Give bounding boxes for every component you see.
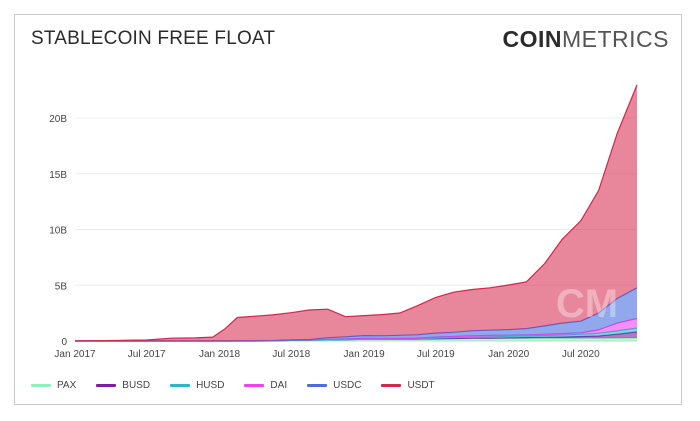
legend: PAX BUSD HUSD DAI USDC USDT: [31, 380, 435, 391]
legend-item-usdt[interactable]: USDT: [381, 380, 435, 391]
coinmetrics-logo: COINMETRICS: [503, 26, 670, 53]
y-tick-label: 0: [61, 337, 67, 348]
y-tick-label: 5B: [55, 281, 68, 292]
logo-light-text: METRICS: [562, 26, 669, 52]
legend-label: BUSD: [122, 380, 151, 391]
x-tick-label: Jul 2020: [562, 349, 600, 360]
x-tick-label: Jan 2019: [344, 349, 386, 360]
x-tick-label: Jan 2018: [199, 349, 241, 360]
area-usdt: [75, 84, 637, 342]
watermark: CM: [556, 282, 618, 326]
x-tick-label: Jul 2017: [128, 349, 166, 360]
series-line-usdt: [74, 84, 638, 342]
area-husd: [75, 328, 637, 341]
legend-label: DAI: [270, 380, 288, 391]
legend-swatch: [381, 384, 402, 387]
chart-panel: STABLECOIN FREE FLOAT COINMETRICS 0 5B 10B…: [14, 14, 682, 405]
legend-swatch: [170, 384, 191, 387]
x-tick-label: Jan 2017: [54, 349, 96, 360]
legend-swatch: [244, 384, 265, 387]
legend-swatch: [96, 384, 117, 387]
legend-item-husd[interactable]: HUSD: [170, 380, 224, 391]
legend-item-dai[interactable]: DAI: [244, 380, 287, 391]
logo-bold-text: COIN: [502, 26, 562, 52]
stacked-area-chart: 0 5B 10B 15B 20B Jan 2017 Jul 2017 Jan 2018 Jul …: [49, 84, 638, 360]
legend-swatch: [307, 384, 328, 387]
legend-swatch: [31, 384, 51, 387]
x-tick-label: Jan 2020: [488, 349, 530, 360]
chart-title: STABLECOIN FREE FLOAT: [31, 28, 276, 49]
legend-label: PAX: [57, 380, 77, 391]
legend-label: USDC: [333, 380, 362, 391]
x-tick-label: Jul 2019: [417, 349, 455, 360]
legend-label: HUSD: [196, 380, 225, 391]
y-tick-label: 10B: [49, 226, 67, 237]
x-tick-label: Jul 2018: [272, 349, 310, 360]
legend-label: USDT: [407, 380, 435, 391]
legend-item-usdc[interactable]: USDC: [307, 380, 361, 391]
y-tick-label: 15B: [49, 170, 67, 181]
legend-item-busd[interactable]: BUSD: [96, 380, 150, 391]
y-tick-label: 20B: [49, 114, 67, 125]
legend-item-pax[interactable]: PAX: [31, 380, 76, 391]
